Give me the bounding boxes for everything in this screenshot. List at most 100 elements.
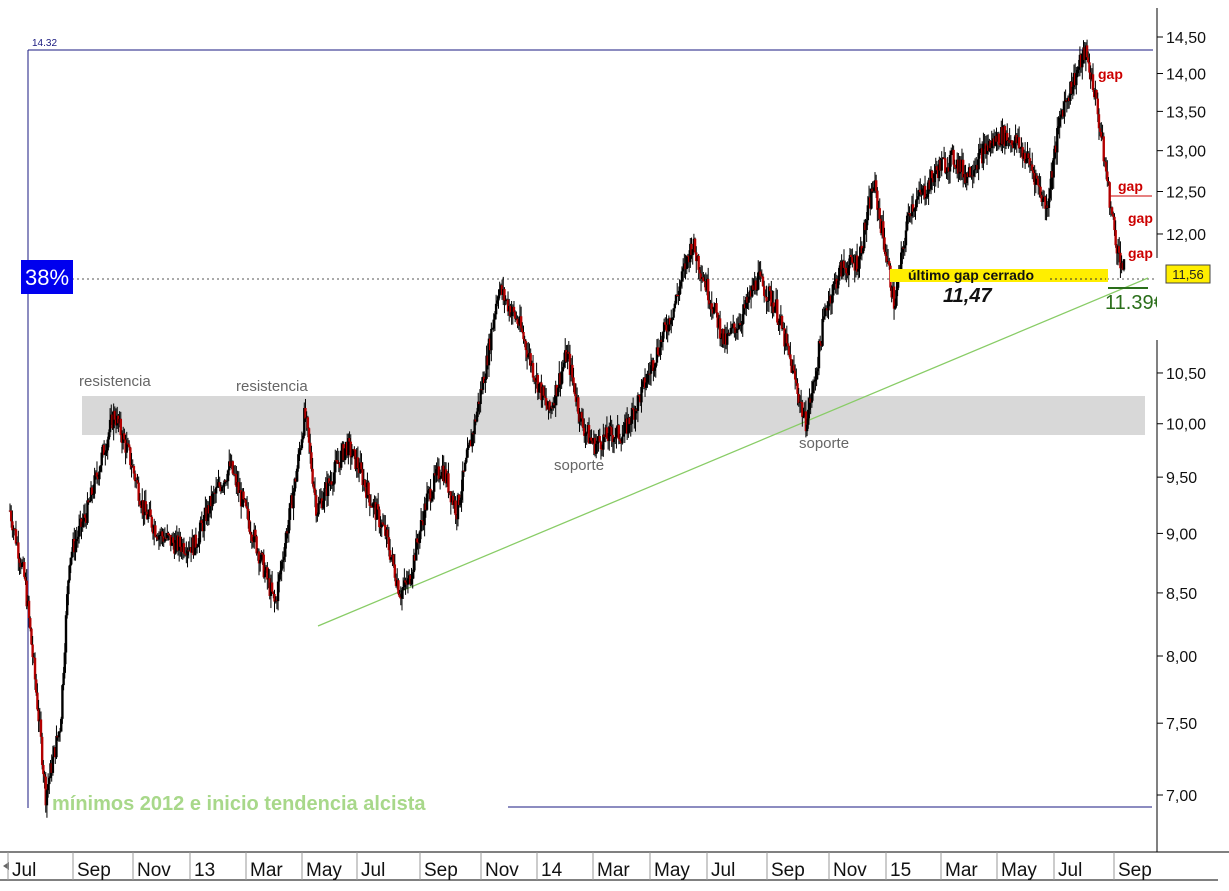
candle-body (1025, 158, 1028, 163)
candle-body (326, 478, 330, 497)
candle-body (316, 514, 319, 516)
candle-body (249, 531, 252, 535)
candle-body (1028, 158, 1032, 165)
last-gap-value: 11,47 (943, 285, 992, 307)
candle-body (418, 531, 422, 543)
candle-body (978, 148, 982, 154)
candle-body (698, 269, 702, 274)
candle-body (940, 158, 943, 171)
candle-body (720, 338, 723, 340)
candle-body (380, 522, 383, 528)
candle-body (621, 436, 624, 444)
candle-body (299, 448, 302, 451)
candle-body (288, 503, 292, 520)
candle-body (793, 370, 797, 380)
candle-body (789, 354, 792, 360)
candle-body (847, 265, 850, 276)
candle-body (248, 520, 251, 532)
candle-body (198, 531, 201, 545)
candle-body (293, 478, 296, 492)
candle-body (760, 275, 764, 277)
candle-body (95, 472, 99, 477)
candle-body (822, 316, 825, 319)
x-tick-label: Nov (485, 860, 519, 881)
candle-body (452, 495, 455, 506)
y-tick-label: 13,00 (1166, 144, 1206, 161)
candle-body (907, 213, 910, 216)
candle-body (674, 294, 678, 304)
candle-body (340, 450, 343, 468)
candle-body (533, 377, 536, 381)
candle-body (485, 355, 488, 379)
candle-body (662, 322, 666, 333)
candle-body (328, 478, 331, 484)
candle-body (776, 299, 779, 323)
candle-body (92, 493, 95, 495)
candle-body (1037, 178, 1040, 186)
candle-body (866, 205, 870, 221)
candle-body (1023, 152, 1027, 163)
candle-body (605, 427, 609, 439)
candle-body (729, 328, 733, 334)
candle-body (223, 480, 226, 487)
candle-body (661, 332, 665, 342)
candle-body (874, 180, 878, 191)
candle-body (32, 657, 36, 659)
candle-body (888, 261, 891, 266)
candle-body (392, 554, 395, 565)
candle-body (814, 379, 817, 382)
candle-body (255, 536, 258, 554)
candle-body (827, 302, 830, 311)
candle-body (587, 424, 591, 444)
y-tick-label: 14,00 (1166, 67, 1206, 84)
candle-body (618, 439, 622, 442)
candle-body (133, 473, 137, 482)
candle-body (808, 398, 811, 410)
candle-body (306, 417, 310, 429)
candle-body (273, 594, 276, 602)
candle-body (609, 426, 612, 428)
candle-body (550, 407, 554, 409)
candle-body (336, 460, 339, 464)
candle-body (376, 504, 380, 510)
candle-body (1044, 196, 1047, 209)
x-tick-label: Jul (361, 860, 385, 881)
candle-body (799, 401, 803, 403)
candle-body (1048, 189, 1052, 199)
candle-body (531, 362, 535, 378)
y-tick-label: 8,00 (1166, 649, 1197, 666)
candle-body (903, 245, 906, 249)
candle-body (817, 341, 821, 369)
candle-body (892, 286, 896, 309)
candle-body (1119, 252, 1122, 269)
candle-body (935, 166, 939, 171)
candle-body (671, 317, 674, 321)
candle-body (726, 333, 729, 345)
candle-body (580, 412, 584, 419)
candle-body (1087, 57, 1090, 63)
candle-body (218, 482, 221, 487)
candle-body (659, 339, 662, 356)
candle-body (952, 149, 955, 165)
candle-body (31, 644, 34, 658)
x-tick-label: 14 (541, 860, 563, 881)
candle-body (942, 157, 946, 159)
candle-body (670, 320, 673, 325)
candle-body (261, 552, 264, 555)
candle-body (1097, 114, 1101, 129)
y-axis-panel (1157, 0, 1229, 852)
candle-body (411, 572, 414, 579)
candle-body (155, 536, 158, 538)
candle-body (913, 208, 916, 212)
candle-body (969, 167, 972, 177)
candle-body (948, 155, 952, 172)
candle-body (292, 491, 295, 509)
candle-body (503, 289, 506, 301)
candle-body (516, 318, 519, 324)
candle-body (1076, 69, 1079, 74)
candle-body (902, 247, 905, 249)
candle-body (456, 494, 460, 520)
candle-body (60, 718, 63, 732)
candle-body (678, 286, 681, 296)
